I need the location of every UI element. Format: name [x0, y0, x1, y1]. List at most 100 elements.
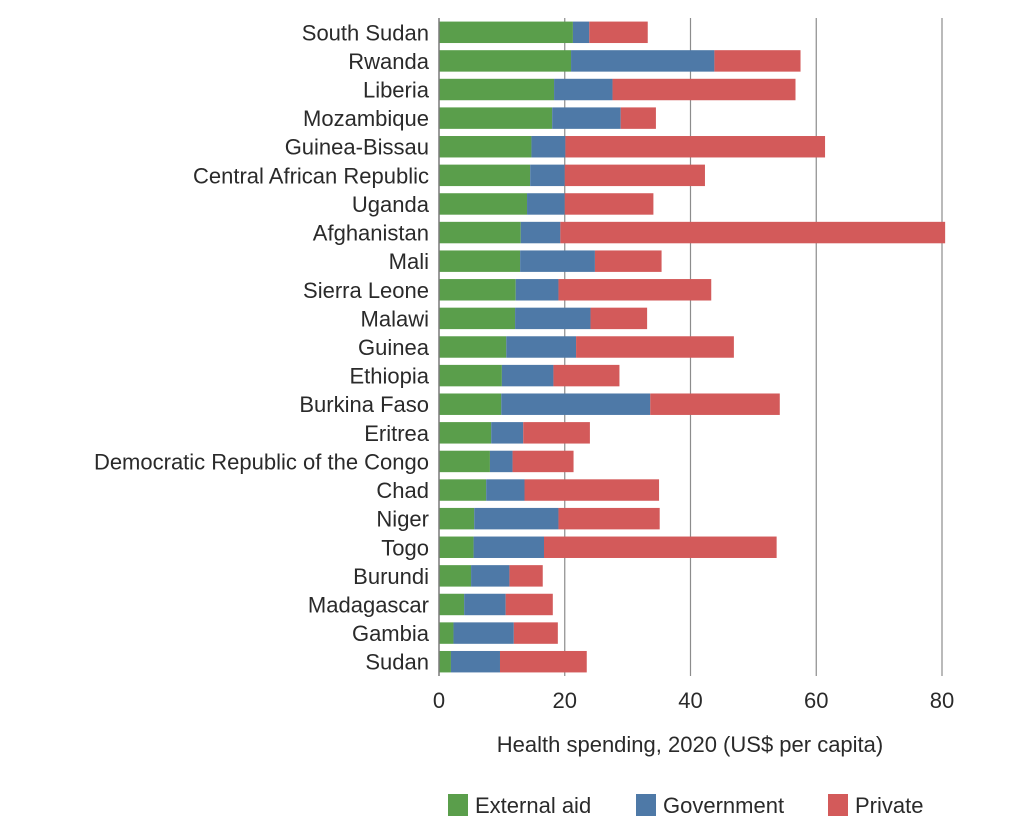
category-label: Liberia: [363, 78, 430, 103]
legend-label: External aid: [475, 793, 591, 818]
bar-private: [590, 307, 648, 330]
bar-government: [520, 221, 561, 244]
bar-government: [552, 107, 621, 129]
bar-private: [589, 21, 648, 44]
category-label: Malawi: [361, 306, 429, 331]
bar-government: [506, 336, 577, 358]
bar-private: [544, 536, 777, 558]
bar-government: [501, 393, 651, 415]
category-label: Madagascar: [308, 592, 429, 617]
bar-private: [565, 136, 826, 158]
category-label: Guinea: [358, 335, 430, 360]
legend-swatch: [636, 794, 656, 816]
bar-government: [520, 250, 595, 272]
category-label: Chad: [376, 478, 429, 503]
bar-government: [515, 307, 591, 330]
legend-swatch: [828, 794, 848, 816]
category-label: Mozambique: [303, 106, 429, 131]
bar-external-aid: [439, 164, 531, 187]
bar-government: [471, 565, 510, 587]
bar-external-aid: [439, 593, 465, 616]
bar-private: [524, 479, 660, 501]
bar-government: [453, 622, 514, 644]
bar-external-aid: [439, 136, 532, 158]
bar-external-aid: [439, 507, 475, 530]
bar-government: [464, 593, 506, 616]
bar-government: [450, 650, 500, 673]
bar-private: [513, 622, 558, 644]
bar-external-aid: [439, 479, 487, 501]
bar-private: [620, 107, 656, 129]
legend-label: Government: [663, 793, 784, 818]
bar-external-aid: [439, 250, 521, 272]
bar-private: [558, 279, 712, 301]
bar-government: [527, 193, 565, 215]
category-label: Democratic Republic of the Congo: [94, 449, 429, 474]
bar-private: [499, 650, 587, 673]
category-labels: South Sudan Rwanda Liberia Mozambique Guinea…: [94, 20, 430, 674]
bar-government: [531, 136, 566, 158]
category-label: Rwanda: [348, 49, 429, 74]
category-label: Afghanistan: [313, 221, 429, 246]
legend-label: Private: [855, 793, 923, 818]
legend: External aid Government Private: [448, 793, 923, 818]
category-label: Eritrea: [364, 421, 430, 446]
bar-private: [594, 250, 662, 272]
bar-government: [571, 50, 715, 72]
category-label: Sudan: [365, 650, 429, 675]
bar-external-aid: [439, 193, 528, 215]
bar-external-aid: [439, 364, 502, 387]
x-tick-labels: 0 20 40 60 80: [433, 688, 954, 713]
bar-private: [505, 593, 553, 616]
bar-private: [553, 364, 620, 387]
bar-private: [564, 193, 654, 215]
bar-external-aid: [439, 393, 502, 415]
bar-government: [473, 536, 545, 558]
bar-government: [491, 422, 524, 444]
bar-government: [554, 78, 613, 101]
bar-private: [650, 393, 780, 415]
bar-government: [515, 279, 559, 301]
bars: [439, 21, 946, 673]
category-label: Togo: [381, 535, 429, 560]
bar-private: [523, 422, 590, 444]
bar-external-aid: [439, 450, 490, 473]
bar-external-aid: [439, 50, 572, 72]
category-label: Sierra Leone: [303, 278, 429, 303]
bar-external-aid: [439, 279, 516, 301]
bar-external-aid: [439, 336, 507, 358]
bar-external-aid: [439, 536, 474, 558]
category-label: Gambia: [352, 621, 430, 646]
bar-external-aid: [439, 107, 553, 129]
category-label: Niger: [376, 507, 429, 532]
bar-external-aid: [439, 422, 492, 444]
bar-private: [512, 450, 574, 473]
category-label: Ethiopia: [349, 364, 429, 389]
category-label: Uganda: [352, 192, 430, 217]
bar-private: [576, 336, 734, 358]
bar-government: [486, 479, 525, 501]
x-tick-label: 0: [433, 688, 445, 713]
bar-external-aid: [439, 307, 516, 330]
category-label: South Sudan: [302, 20, 429, 45]
x-axis-title: Health spending, 2020 (US$ per capita): [497, 732, 883, 757]
bar-government: [489, 450, 513, 473]
bar-external-aid: [439, 221, 521, 244]
bar-government: [474, 507, 559, 530]
category-label: Burkina Faso: [299, 392, 429, 417]
bar-government: [530, 164, 565, 187]
bar-external-aid: [439, 565, 472, 587]
bar-private: [560, 221, 946, 244]
x-tick-label: 60: [804, 688, 828, 713]
category-label: Burundi: [353, 564, 429, 589]
bar-external-aid: [439, 21, 573, 44]
bar-private: [564, 164, 705, 187]
legend-swatch: [448, 794, 468, 816]
bar-private: [558, 507, 660, 530]
bar-private: [509, 565, 543, 587]
bar-private: [714, 50, 801, 72]
category-label: Guinea-Bissau: [285, 135, 429, 160]
category-label: Central African Republic: [193, 163, 429, 188]
bar-private: [612, 78, 796, 101]
